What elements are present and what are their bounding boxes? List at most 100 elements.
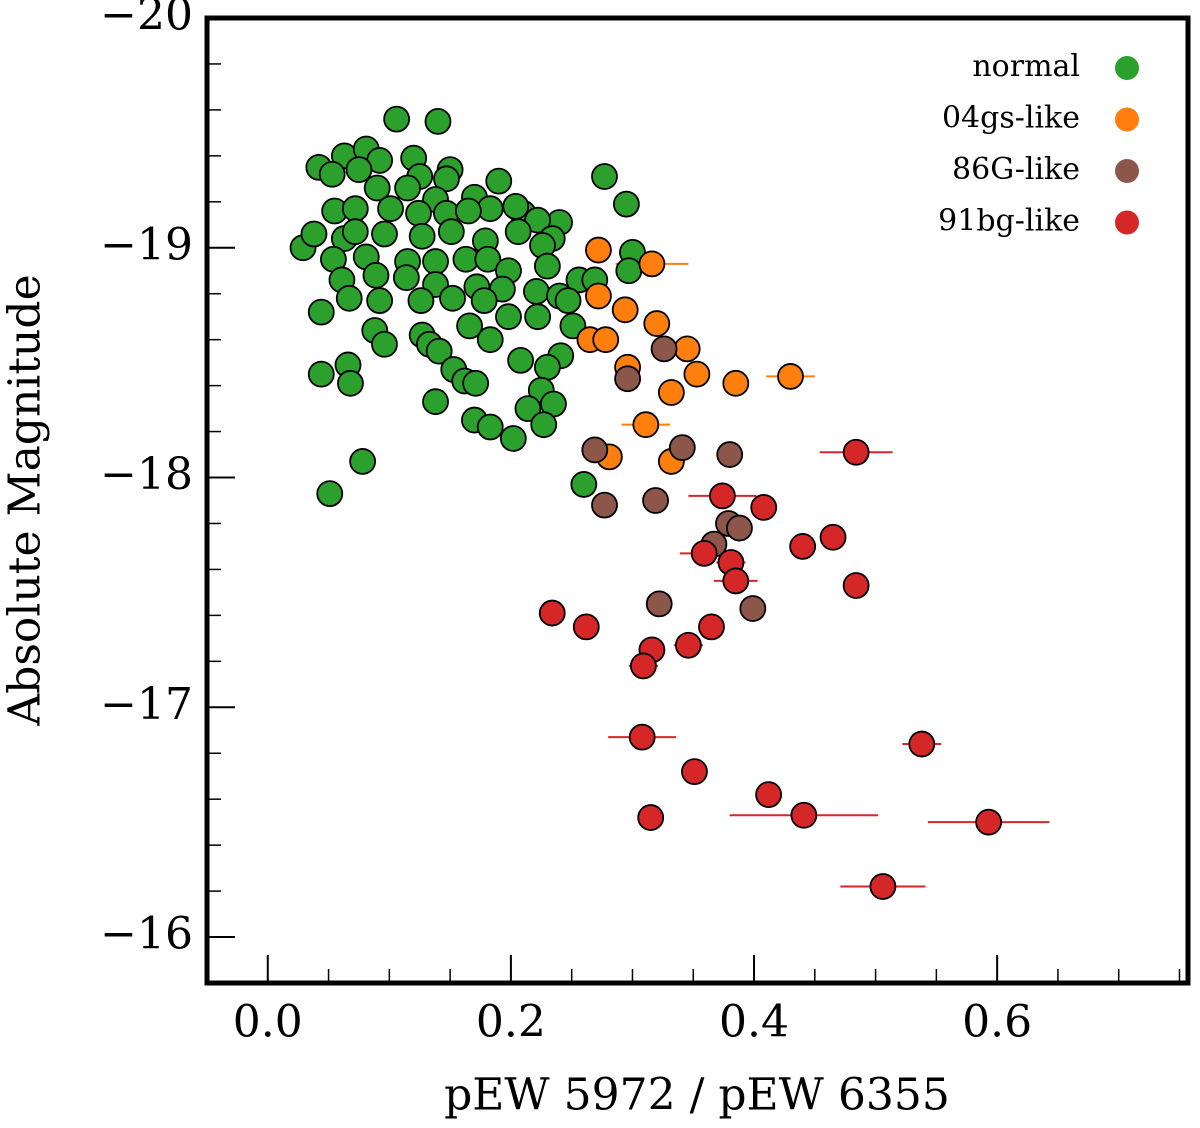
- point: [673, 335, 701, 363]
- point: [572, 613, 600, 641]
- x-tick-label: 0.4: [719, 997, 789, 1048]
- point: [869, 873, 897, 900]
- point: [554, 287, 582, 315]
- point: [485, 167, 513, 195]
- point: [363, 174, 391, 202]
- legend-marker: [1115, 107, 1139, 132]
- point: [422, 248, 449, 275]
- point: [507, 346, 535, 374]
- point: [405, 199, 432, 227]
- point: [657, 379, 685, 406]
- point: [341, 195, 369, 223]
- point: [371, 330, 398, 358]
- point: [650, 335, 678, 363]
- legend-marker: [1115, 210, 1139, 235]
- point: [523, 278, 550, 305]
- point: [335, 284, 363, 312]
- point: [439, 284, 466, 312]
- point: [668, 434, 696, 462]
- point: [975, 808, 1003, 836]
- point: [514, 395, 542, 422]
- point: [408, 222, 436, 250]
- point: [674, 631, 702, 659]
- point: [698, 613, 725, 641]
- point: [502, 193, 530, 220]
- y-tick-label: −18: [100, 449, 193, 500]
- point: [476, 326, 504, 354]
- point: [726, 514, 753, 542]
- point: [456, 312, 483, 340]
- point: [637, 804, 665, 831]
- point: [643, 310, 671, 337]
- point: [454, 197, 482, 225]
- point: [642, 487, 669, 514]
- point: [371, 220, 398, 248]
- point: [524, 206, 552, 234]
- point: [345, 156, 373, 184]
- point: [908, 730, 936, 758]
- point: [337, 369, 364, 397]
- point: [366, 287, 394, 315]
- x-tick-label: 0.0: [233, 997, 303, 1048]
- point: [504, 218, 532, 246]
- point: [424, 107, 452, 135]
- point: [591, 491, 618, 519]
- point: [394, 174, 421, 202]
- point: [422, 388, 449, 416]
- y-tick-label: −19: [100, 219, 193, 270]
- point: [349, 448, 376, 475]
- x-tick-label: 0.2: [476, 997, 546, 1048]
- point: [407, 287, 435, 315]
- point: [739, 595, 767, 622]
- point: [341, 218, 369, 246]
- point: [690, 539, 718, 567]
- point: [716, 441, 744, 468]
- point: [570, 471, 598, 498]
- point: [300, 220, 328, 248]
- point: [362, 261, 390, 289]
- point: [722, 567, 750, 595]
- y-tick-label: −16: [100, 909, 193, 960]
- point: [377, 195, 404, 223]
- point: [383, 105, 411, 133]
- point: [495, 303, 522, 331]
- point: [585, 236, 612, 264]
- point: [307, 360, 335, 388]
- x-axis-label: pEW 5972 / pEW 6355: [444, 1070, 950, 1121]
- point: [614, 365, 642, 393]
- point: [645, 590, 673, 618]
- point: [392, 264, 420, 292]
- point: [533, 252, 561, 280]
- point: [530, 411, 558, 439]
- point: [474, 245, 502, 273]
- point: [611, 296, 639, 324]
- point: [433, 165, 460, 193]
- point: [425, 337, 453, 365]
- point: [615, 257, 643, 285]
- point: [755, 781, 783, 808]
- point: [722, 369, 750, 397]
- point: [709, 482, 736, 510]
- point: [638, 250, 666, 278]
- point: [316, 480, 344, 508]
- point: [790, 801, 818, 829]
- point: [628, 723, 656, 751]
- point: [681, 758, 708, 786]
- point: [777, 363, 804, 390]
- plot-frame: [204, 15, 1191, 986]
- point: [585, 282, 612, 310]
- point: [592, 326, 620, 354]
- point: [307, 298, 335, 326]
- point: [476, 413, 504, 441]
- legend-label: 91bg-like: [938, 204, 1080, 239]
- point: [632, 411, 660, 439]
- point: [499, 425, 527, 452]
- point: [819, 523, 847, 551]
- point: [533, 353, 561, 381]
- point: [470, 287, 498, 315]
- point: [842, 438, 870, 466]
- point: [524, 303, 552, 331]
- y-axis-label: Absolute Magnitude: [0, 274, 51, 726]
